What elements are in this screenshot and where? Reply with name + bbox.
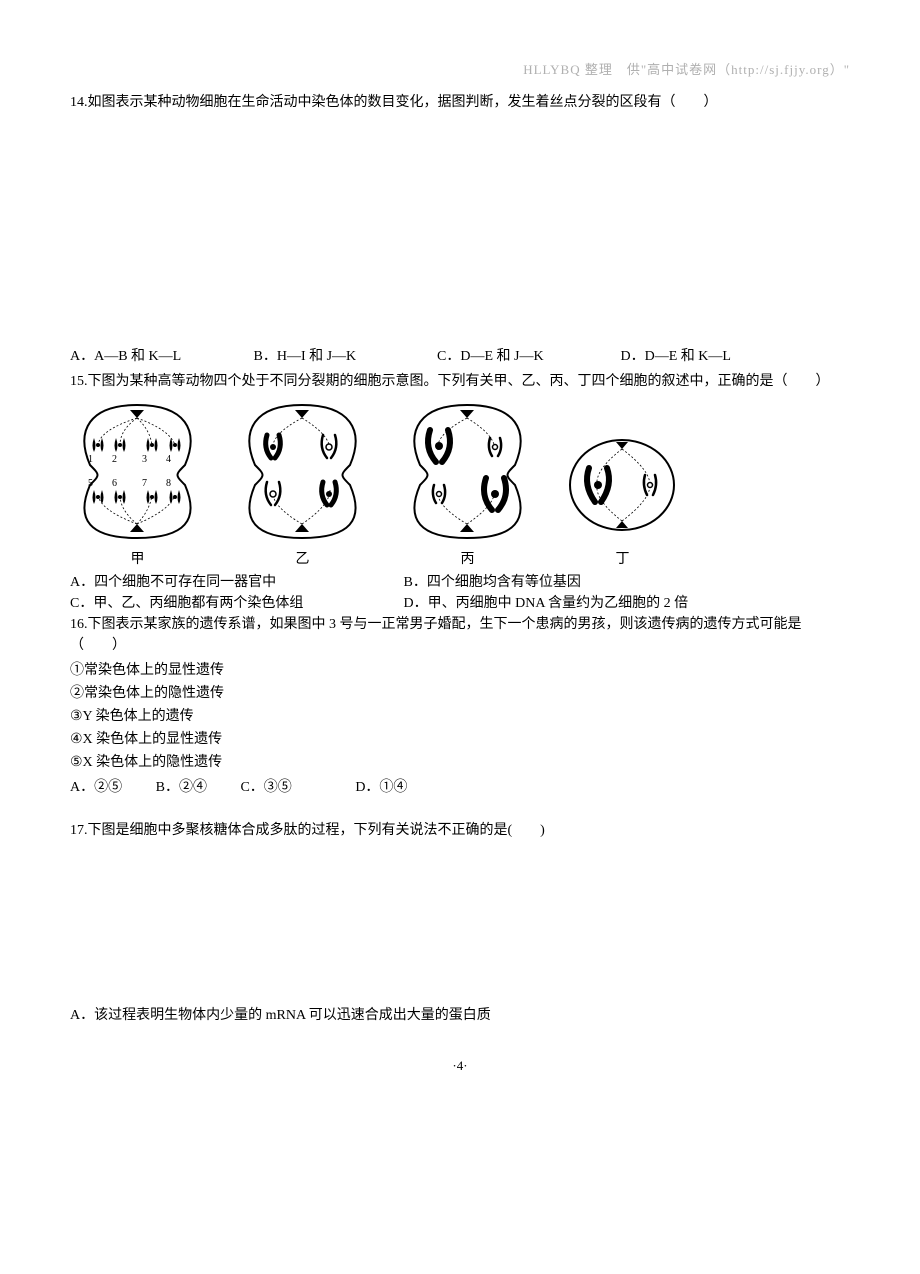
cell-ding-label: 丁 xyxy=(565,549,680,570)
cell-bing-svg xyxy=(400,400,535,540)
q15-options: A．四个细胞不可存在同一器官中 B．四个细胞均含有等位基因 C．甲、乙、丙细胞都… xyxy=(70,572,850,614)
q14-options: A．A—B 和 K—L B．H—I 和 J—K C．D—E 和 J—K D．D—… xyxy=(70,346,850,367)
q15-opt-d: D．甲、丙细胞中 DNA 含量约为乙细胞的 2 倍 xyxy=(404,596,689,611)
q17-text: 17.下图是细胞中多聚核糖体合成多肽的过程，下列有关说法不正确的是( ) xyxy=(70,820,850,841)
q16-opt-b: B．②④ xyxy=(156,777,207,798)
page-number: ·4· xyxy=(70,1056,850,1076)
q17-figure-placeholder xyxy=(70,845,850,1005)
page-header: HLLYBQ 整理 供"高中试卷网（http://sj.fjjy.org）" xyxy=(70,60,850,80)
svg-text:6: 6 xyxy=(112,478,117,489)
q14-opt-c: C．D—E 和 J—K xyxy=(437,346,617,367)
q15-opt-b: B．四个细胞均含有等位基因 xyxy=(404,575,581,590)
svg-text:3: 3 xyxy=(142,454,147,465)
cell-ding: 丁 xyxy=(565,430,680,570)
q16-item5: ⑤X 染色体上的隐性遗传 xyxy=(70,752,850,773)
q14-opt-d: D．D—E 和 K—L xyxy=(621,346,801,367)
cell-yi: 乙 xyxy=(235,400,370,570)
q16-item2: ②常染色体上的隐性遗传 xyxy=(70,683,850,704)
svg-text:7: 7 xyxy=(142,478,147,489)
q15-text: 15.下图为某种高等动物四个处于不同分裂期的细胞示意图。下列有关甲、乙、丙、丁四… xyxy=(70,371,850,392)
q14-text: 14.如图表示某种动物细胞在生命活动中染色体的数目变化，据图判断，发生着丝点分裂… xyxy=(70,92,850,113)
cell-bing: 丙 xyxy=(400,400,535,570)
q16-text: 16.下图表示某家族的遗传系谱，如果图中 3 号与一正常男子婚配，生下一个患病的… xyxy=(70,614,850,656)
svg-text:2: 2 xyxy=(112,454,117,465)
q15-opt-a: A．四个细胞不可存在同一器官中 xyxy=(70,572,400,593)
cell-jia-svg: 1 2 3 4 5 6 7 8 xyxy=(70,400,205,540)
q16-options: A．②⑤ B．②④ C．③⑤ D．①④ xyxy=(70,777,850,798)
q16-item3: ③Y 染色体上的遗传 xyxy=(70,706,850,727)
svg-text:1: 1 xyxy=(88,454,93,465)
cell-yi-label: 乙 xyxy=(235,549,370,570)
svg-text:5: 5 xyxy=(88,478,93,489)
q17-opt-a: A．该过程表明生物体内少量的 mRNA 可以迅速合成出大量的蛋白质 xyxy=(70,1005,850,1026)
q14-opt-b: B．H—I 和 J—K xyxy=(254,346,434,367)
cell-bing-label: 丙 xyxy=(400,549,535,570)
q16-opt-c: C．③⑤ xyxy=(240,777,291,798)
q16-item1: ①常染色体上的显性遗传 xyxy=(70,660,850,681)
q14-figure-placeholder xyxy=(70,117,850,342)
q14-opt-a: A．A—B 和 K—L xyxy=(70,346,250,367)
q16-items: ①常染色体上的显性遗传 ②常染色体上的隐性遗传 ③Y 染色体上的遗传 ④X 染色… xyxy=(70,660,850,773)
svg-text:4: 4 xyxy=(166,454,171,465)
svg-text:8: 8 xyxy=(166,478,171,489)
q16-item4: ④X 染色体上的显性遗传 xyxy=(70,729,850,750)
q15-opt-c: C．甲、乙、丙细胞都有两个染色体组 xyxy=(70,593,400,614)
cell-jia: 1 2 3 4 5 6 7 8 甲 xyxy=(70,400,205,570)
header-text: HLLYBQ 整理 供"高中试卷网（http://sj.fjjy.org）" xyxy=(523,62,850,77)
q16-opt-d: D．①④ xyxy=(355,777,407,798)
q16-opt-a: A．②⑤ xyxy=(70,777,122,798)
cell-yi-svg xyxy=(235,400,370,540)
cell-jia-label: 甲 xyxy=(70,549,205,570)
q15-figures: 1 2 3 4 5 6 7 8 甲 xyxy=(70,400,850,570)
cell-ding-svg xyxy=(565,430,680,540)
